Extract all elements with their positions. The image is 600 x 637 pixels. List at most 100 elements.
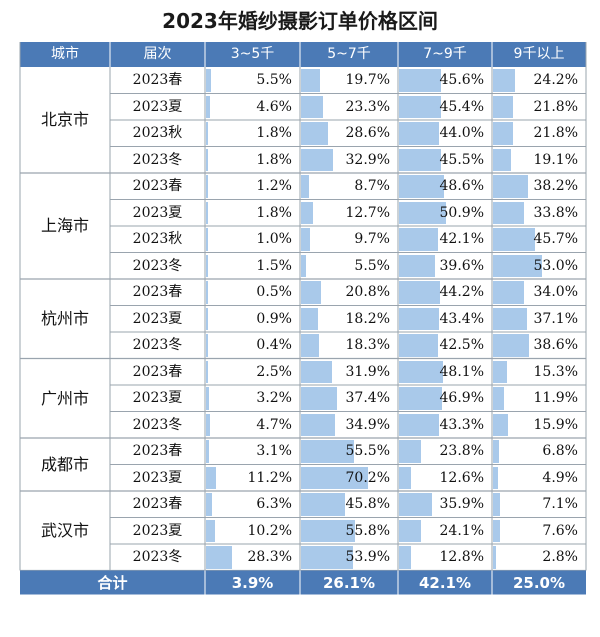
- value-bar: [493, 254, 542, 277]
- value-label: 23.8%: [439, 443, 484, 460]
- value-bar: [399, 334, 439, 357]
- value-bar: [399, 546, 411, 569]
- value-bar: [399, 360, 444, 383]
- value-bar: [206, 466, 217, 489]
- value-label: 37.1%: [533, 310, 578, 327]
- value-bar: [493, 307, 528, 330]
- value-cell: 19.7%: [300, 67, 398, 94]
- value-cell: 1.0%: [205, 226, 300, 253]
- value-bar: [301, 95, 324, 118]
- value-label: 55.5%: [345, 443, 390, 460]
- city-label: 杭州市: [40, 309, 89, 328]
- value-cell: 45.8%: [300, 491, 398, 518]
- value-label: 39.6%: [439, 257, 484, 274]
- value-bar: [493, 122, 514, 145]
- value-label: 38.2%: [533, 178, 578, 195]
- value-label: 53.9%: [345, 549, 390, 566]
- value-label: 1.5%: [256, 257, 292, 274]
- value-label: 37.4%: [345, 390, 390, 407]
- value-label: 44.0%: [439, 125, 484, 142]
- value-cell: 12.8%: [398, 544, 492, 571]
- value-cell: 11.9%: [492, 385, 586, 412]
- value-bar: [493, 228, 536, 251]
- value-label: 7.6%: [542, 522, 578, 539]
- value-cell: 31.9%: [300, 359, 398, 386]
- value-label: 4.9%: [542, 469, 578, 486]
- value-cell: 45.5%: [398, 147, 492, 174]
- value-label: 0.5%: [256, 284, 292, 301]
- value-label: 12.7%: [345, 204, 390, 221]
- value-cell: 48.6%: [398, 173, 492, 200]
- value-label: 28.3%: [247, 549, 292, 566]
- value-label: 34.0%: [533, 284, 578, 301]
- value-cell: 6.3%: [205, 491, 300, 518]
- value-label: 2.8%: [542, 549, 578, 566]
- value-bar: [493, 493, 500, 516]
- total-label: 合计: [97, 573, 128, 592]
- value-cell: 1.2%: [205, 173, 300, 200]
- value-bar: [399, 122, 440, 145]
- column-header: 7~9千: [423, 46, 467, 62]
- value-bar: [493, 201, 525, 224]
- value-bar: [493, 519, 500, 542]
- value-bar: [493, 466, 498, 489]
- value-label: 2.5%: [256, 363, 292, 380]
- value-cell: 45.7%: [492, 226, 586, 253]
- value-label: 5.5%: [354, 257, 390, 274]
- value-cell: 4.6%: [205, 94, 300, 121]
- value-cell: 21.8%: [492, 94, 586, 121]
- value-label: 42.1%: [439, 231, 484, 248]
- value-cell: 23.3%: [300, 94, 398, 121]
- value-cell: 1.8%: [205, 120, 300, 147]
- column-header: 5~7千: [327, 46, 371, 62]
- value-label: 44.2%: [439, 284, 484, 301]
- value-bar: [206, 122, 208, 145]
- value-label: 9.7%: [354, 231, 390, 248]
- value-label: 15.3%: [533, 363, 578, 380]
- value-bar: [399, 228, 438, 251]
- value-bar: [206, 493, 212, 516]
- value-bar: [399, 307, 439, 330]
- value-cell: 43.3%: [398, 412, 492, 439]
- value-label: 11.2%: [247, 469, 292, 486]
- value-bar: [399, 519, 422, 542]
- value-label: 24.2%: [533, 72, 578, 89]
- value-label: 1.2%: [256, 178, 292, 195]
- value-cell: 5.5%: [205, 67, 300, 94]
- value-cell: 3.2%: [205, 385, 300, 412]
- value-cell: 28.6%: [300, 120, 398, 147]
- value-cell: 2.8%: [492, 544, 586, 571]
- value-bar: [493, 69, 516, 92]
- value-label: 15.9%: [533, 416, 578, 433]
- value-bar: [301, 307, 319, 330]
- period-label: 2023冬: [132, 549, 183, 565]
- value-bar: [301, 254, 307, 277]
- value-label: 0.4%: [256, 337, 292, 354]
- value-cell: 24.2%: [492, 67, 586, 94]
- value-cell: 24.1%: [398, 518, 492, 545]
- value-bar: [399, 413, 439, 436]
- value-cell: 42.1%: [398, 226, 492, 253]
- value-bar: [493, 387, 504, 410]
- value-bar: [206, 360, 209, 383]
- value-label: 1.0%: [256, 231, 292, 248]
- value-label: 18.3%: [345, 337, 390, 354]
- value-label: 45.8%: [345, 496, 390, 513]
- period-label: 2023春: [132, 363, 183, 380]
- value-cell: 37.4%: [300, 385, 398, 412]
- value-label: 19.7%: [345, 72, 390, 89]
- value-label: 50.9%: [439, 204, 484, 221]
- value-cell: 0.5%: [205, 279, 300, 306]
- period-label: 2023秋: [132, 231, 183, 247]
- value-cell: 46.9%: [398, 385, 492, 412]
- value-bar: [301, 334, 319, 357]
- total-value: 25.0%: [512, 573, 566, 592]
- value-label: 6.8%: [542, 443, 578, 460]
- total-value: 26.1%: [322, 573, 376, 592]
- value-cell: 0.4%: [205, 332, 300, 359]
- value-label: 23.3%: [345, 98, 390, 115]
- period-label: 2023冬: [132, 257, 183, 274]
- value-bar: [206, 95, 211, 118]
- value-label: 0.9%: [256, 310, 292, 327]
- value-bar: [493, 95, 514, 118]
